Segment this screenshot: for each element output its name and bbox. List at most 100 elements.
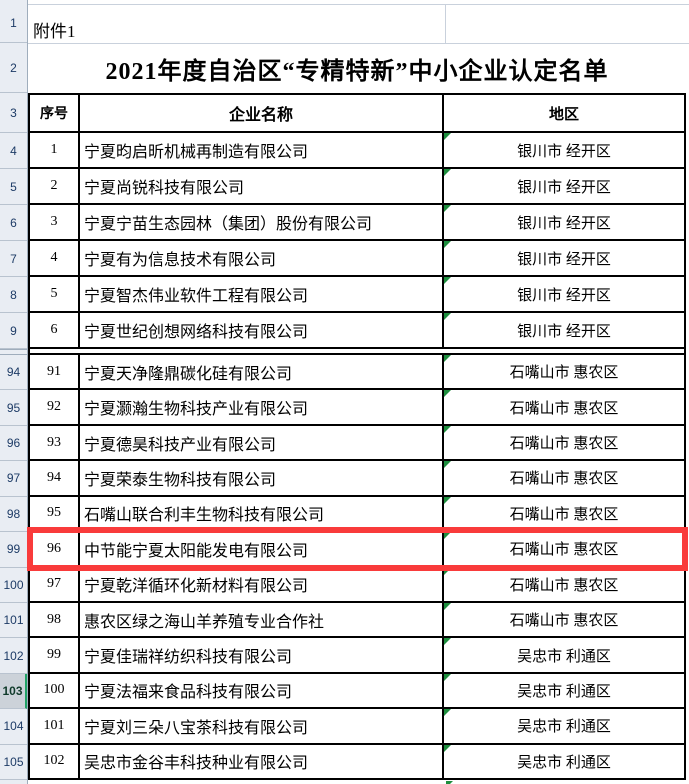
region-cell[interactable]: 石嘴山市 惠农区 bbox=[444, 532, 684, 565]
error-indicator-triangle bbox=[444, 602, 451, 610]
region-cell[interactable]: 银川市 经开区 bbox=[444, 133, 684, 167]
header-name-cell[interactable]: 企业名称 bbox=[80, 95, 444, 131]
region-cell[interactable]: 吴忠市 利通区 bbox=[444, 744, 684, 778]
row-header-cell[interactable]: 102 bbox=[0, 638, 27, 674]
row-header-cell[interactable]: 7 bbox=[0, 241, 27, 277]
region-cell[interactable]: 银川市 经开区 bbox=[444, 169, 684, 203]
error-indicator-triangle bbox=[444, 673, 451, 681]
region-cell[interactable]: 石嘴山市 惠农区 bbox=[444, 425, 684, 459]
company-name-cell[interactable]: 宁夏德昊科技产业有限公司 bbox=[80, 425, 444, 460]
sheet-title-cell[interactable]: 2021年度自治区“专精特新”中小企业认定名单 bbox=[105, 59, 609, 85]
row-header-cell[interactable]: 103 bbox=[0, 673, 27, 710]
region-cell[interactable]: 银川市 经开区 bbox=[444, 205, 684, 239]
attachment-label-cell[interactable]: 附件1 bbox=[33, 22, 76, 41]
row-header-cell[interactable]: 2 bbox=[0, 43, 27, 93]
table-row: 5 宁夏智杰伟业软件工程有限公司 银川市 经开区 bbox=[28, 277, 686, 313]
row-header-cell[interactable]: 96 bbox=[0, 425, 27, 462]
row-header-cell[interactable]: 8 bbox=[0, 277, 27, 313]
row-header-cell[interactable]: 5 bbox=[0, 169, 27, 205]
region-cell[interactable]: 银川市 经开区 bbox=[444, 277, 684, 311]
region-cell[interactable]: 石嘴山市 惠农区 bbox=[444, 390, 684, 423]
company-name-cell[interactable]: 宁夏荣泰生物科技有限公司 bbox=[80, 461, 444, 495]
seq-cell[interactable]: 92 bbox=[30, 390, 80, 424]
seq-cell[interactable]: 96 bbox=[30, 532, 80, 566]
row-header-cell[interactable]: 101 bbox=[0, 602, 27, 639]
region-text: 银川市 经开区 bbox=[517, 143, 611, 160]
row-header-cell[interactable]: 99 bbox=[0, 532, 27, 568]
row-header-cell[interactable] bbox=[0, 0, 27, 4]
seq-cell[interactable]: 98 bbox=[30, 602, 80, 637]
seq-cell[interactable]: 1 bbox=[30, 133, 80, 167]
seq-cell[interactable]: 101 bbox=[30, 709, 80, 743]
company-name-cell[interactable]: 宁夏昀启昕机械再制造有限公司 bbox=[80, 133, 444, 167]
error-indicator-triangle bbox=[446, 781, 453, 784]
seq-cell[interactable]: 100 bbox=[30, 673, 80, 708]
row-header-cell[interactable]: 104 bbox=[0, 709, 27, 745]
seq-cell[interactable]: 6 bbox=[30, 313, 80, 347]
error-indicator-triangle bbox=[444, 638, 451, 646]
seq-cell[interactable]: 97 bbox=[30, 567, 80, 601]
seq-cell[interactable]: 94 bbox=[30, 461, 80, 495]
error-indicator-triangle bbox=[444, 205, 451, 212]
row-header-cell[interactable]: 98 bbox=[0, 496, 27, 533]
seq-cell[interactable]: 102 bbox=[30, 744, 80, 779]
region-text: 吴忠市 利通区 bbox=[517, 683, 611, 700]
row-header-cell[interactable] bbox=[0, 780, 27, 784]
region-cell[interactable]: 吴忠市 利通区 bbox=[444, 709, 684, 742]
row-header-cell[interactable]: 95 bbox=[0, 390, 27, 426]
row-header-cell[interactable]: 3 bbox=[0, 93, 27, 133]
company-name-cell[interactable]: 宁夏天净隆鼎碳化硅有限公司 bbox=[80, 355, 444, 389]
seq-cell[interactable]: 3 bbox=[30, 205, 80, 239]
error-indicator-triangle bbox=[444, 277, 451, 284]
region-cell[interactable]: 石嘴山市 惠农区 bbox=[444, 355, 684, 388]
seq-cell[interactable]: 95 bbox=[30, 496, 80, 531]
row-header-cell[interactable]: 97 bbox=[0, 461, 27, 497]
region-cell[interactable]: 吴忠市 利通区 bbox=[444, 673, 684, 707]
row-header-cell[interactable]: 6 bbox=[0, 205, 27, 241]
error-indicator-triangle bbox=[444, 169, 451, 176]
company-name-cell[interactable]: 石嘴山联合利丰生物科技有限公司 bbox=[80, 496, 444, 531]
seq-cell[interactable]: 2 bbox=[30, 169, 80, 203]
seq-cell[interactable]: 99 bbox=[30, 638, 80, 672]
row-header-cell[interactable]: 9 bbox=[0, 313, 27, 349]
error-indicator-triangle bbox=[444, 532, 451, 540]
seq-cell[interactable]: 93 bbox=[30, 425, 80, 460]
row-header-cell[interactable]: 100 bbox=[0, 567, 27, 603]
seq-cell[interactable]: 4 bbox=[30, 241, 80, 275]
region-cell[interactable]: 石嘴山市 惠农区 bbox=[444, 567, 684, 601]
table-row: 92 宁夏灏瀚生物科技产业有限公司 石嘴山市 惠农区 bbox=[28, 390, 686, 426]
company-name-cell[interactable]: 宁夏宁苗生态园林（集团）股份有限公司 bbox=[80, 205, 444, 239]
company-name-cell[interactable]: 宁夏乾洋循环化新材料有限公司 bbox=[80, 567, 444, 601]
region-cell[interactable]: 石嘴山市 惠农区 bbox=[444, 496, 684, 530]
company-name-cell[interactable]: 惠农区绿之海山羊养殖专业合作社 bbox=[80, 602, 444, 637]
company-name-cell[interactable]: 宁夏世纪创想网络科技有限公司 bbox=[80, 313, 444, 347]
company-name-cell[interactable]: 宁夏法福来食品科技有限公司 bbox=[80, 673, 444, 708]
header-region-cell[interactable]: 地区 bbox=[548, 106, 579, 123]
region-cell[interactable]: 石嘴山市 惠农区 bbox=[444, 602, 684, 636]
company-name-cell[interactable]: 宁夏尚锐科技有限公司 bbox=[80, 169, 444, 203]
row-header-cell[interactable]: 105 bbox=[0, 744, 27, 781]
row-header-cell[interactable]: 94 bbox=[0, 355, 27, 391]
table-row: 91 宁夏天净隆鼎碳化硅有限公司 石嘴山市 惠农区 bbox=[28, 355, 686, 391]
region-cell[interactable]: 银川市 经开区 bbox=[444, 313, 684, 347]
company-name-cell[interactable]: 吴忠市金谷丰科技种业有限公司 bbox=[80, 744, 444, 779]
company-name-cell[interactable]: 中节能宁夏太阳能发电有限公司 bbox=[80, 532, 444, 566]
row-header-cell[interactable]: 4 bbox=[0, 133, 27, 169]
error-indicator-triangle bbox=[444, 461, 451, 469]
region-text: 吴忠市 利通区 bbox=[517, 719, 611, 736]
company-name-cell[interactable]: 宁夏灏瀚生物科技产业有限公司 bbox=[80, 390, 444, 424]
table-row: 4 宁夏有为信息技术有限公司 银川市 经开区 bbox=[28, 241, 686, 277]
company-name-cell[interactable]: 宁夏刘三朵八宝茶科技有限公司 bbox=[80, 709, 444, 743]
company-name-cell[interactable]: 宁夏有为信息技术有限公司 bbox=[80, 241, 444, 275]
header-seq-cell[interactable]: 序号 bbox=[30, 95, 80, 131]
error-indicator-triangle bbox=[444, 241, 451, 248]
error-indicator-triangle bbox=[444, 313, 451, 320]
region-cell[interactable]: 银川市 经开区 bbox=[444, 241, 684, 275]
row-header-cell[interactable]: 1 bbox=[0, 4, 27, 43]
region-cell[interactable]: 石嘴山市 惠农区 bbox=[444, 461, 684, 494]
company-name-cell[interactable]: 宁夏佳瑞祥纺织科技有限公司 bbox=[80, 638, 444, 672]
seq-cell[interactable]: 5 bbox=[30, 277, 80, 311]
seq-cell[interactable]: 91 bbox=[30, 355, 80, 389]
company-name-cell[interactable]: 宁夏智杰伟业软件工程有限公司 bbox=[80, 277, 444, 311]
region-cell[interactable]: 吴忠市 利通区 bbox=[444, 638, 684, 671]
